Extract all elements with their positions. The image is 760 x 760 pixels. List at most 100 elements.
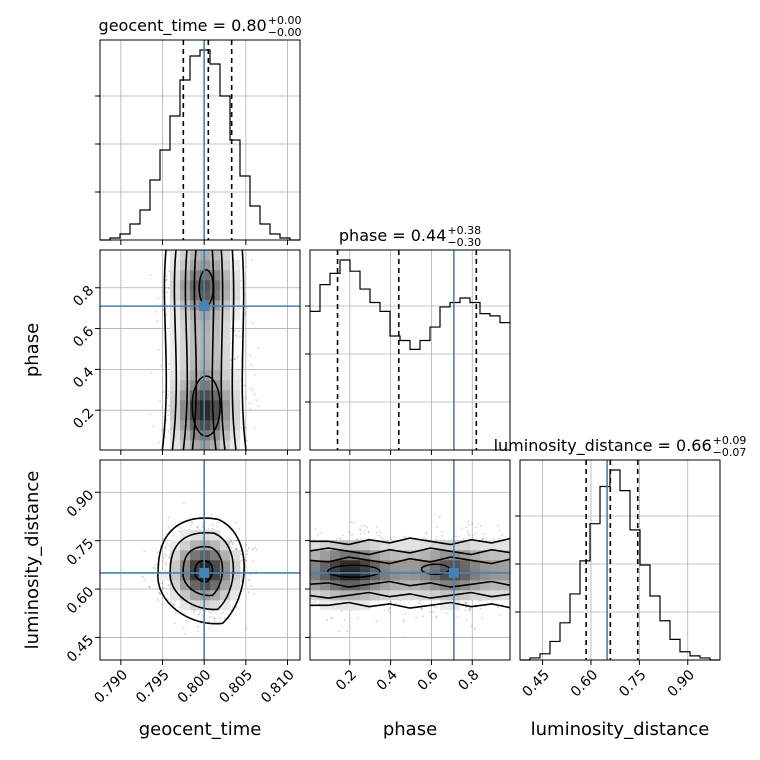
sample-point bbox=[347, 531, 350, 533]
sample-point bbox=[380, 536, 383, 539]
density-cell bbox=[170, 350, 181, 361]
density-cell bbox=[190, 390, 201, 401]
sample-point bbox=[171, 452, 173, 454]
sample-point bbox=[240, 574, 243, 577]
sample-point bbox=[482, 538, 484, 540]
sample-point bbox=[251, 389, 254, 391]
sample-point bbox=[251, 322, 254, 324]
sample-point bbox=[359, 528, 361, 531]
sample-point bbox=[247, 591, 250, 594]
sample-point bbox=[234, 358, 237, 361]
sample-point bbox=[425, 532, 428, 535]
sample-point bbox=[496, 606, 499, 609]
sample-point bbox=[178, 606, 181, 608]
density-cell bbox=[200, 340, 211, 351]
density-cell bbox=[220, 570, 231, 581]
sample-point bbox=[393, 536, 396, 538]
density-cell bbox=[180, 340, 191, 351]
sample-point bbox=[330, 616, 333, 619]
sample-point bbox=[364, 525, 366, 527]
density-cell bbox=[190, 580, 201, 591]
axes-frame bbox=[309, 249, 511, 451]
sample-point bbox=[377, 534, 380, 537]
sample-point bbox=[167, 429, 170, 432]
density-cell bbox=[170, 550, 181, 561]
sample-point bbox=[197, 524, 200, 527]
density-cell bbox=[210, 260, 221, 271]
sample-point bbox=[208, 627, 211, 629]
density-cell bbox=[190, 440, 201, 450]
density-cell bbox=[210, 550, 221, 561]
truth-marker bbox=[199, 301, 210, 312]
sample-point bbox=[246, 550, 249, 552]
sample-point bbox=[249, 387, 252, 390]
sample-point bbox=[389, 607, 391, 610]
density-cell bbox=[190, 370, 201, 381]
density-cell bbox=[180, 250, 191, 261]
sample-point bbox=[419, 602, 422, 605]
contour-level-3 bbox=[194, 559, 214, 583]
density-cell bbox=[230, 570, 241, 581]
density-cell bbox=[210, 340, 221, 351]
sample-point bbox=[479, 607, 482, 610]
sample-point bbox=[216, 525, 219, 528]
sample-point bbox=[157, 551, 159, 554]
sample-point bbox=[162, 560, 165, 563]
sample-point bbox=[388, 611, 390, 614]
sample-point bbox=[166, 592, 169, 595]
sample-point bbox=[165, 555, 167, 557]
sample-point bbox=[473, 627, 476, 630]
sample-point bbox=[363, 529, 366, 531]
axes-frame bbox=[99, 459, 301, 661]
density-cell bbox=[200, 550, 211, 561]
density-cell bbox=[210, 410, 221, 421]
sample-point bbox=[255, 548, 258, 551]
panel-0-0 bbox=[95, 39, 301, 245]
density-cell bbox=[180, 260, 191, 271]
density-cell bbox=[180, 360, 191, 371]
density-cell bbox=[220, 410, 231, 421]
sample-point bbox=[210, 527, 213, 530]
density-cell bbox=[180, 370, 191, 381]
sample-point bbox=[251, 259, 254, 262]
density-cell bbox=[210, 360, 221, 371]
density-cell bbox=[180, 400, 191, 411]
sample-point bbox=[206, 247, 208, 249]
sample-point bbox=[233, 357, 236, 360]
sample-point bbox=[314, 600, 316, 603]
sample-point bbox=[475, 526, 478, 528]
sample-point bbox=[314, 528, 316, 530]
sample-point bbox=[497, 524, 499, 527]
density-cell bbox=[210, 540, 221, 551]
density-cell bbox=[180, 600, 191, 611]
sample-point bbox=[249, 584, 252, 587]
sample-point bbox=[471, 523, 473, 525]
sample-point bbox=[180, 527, 182, 529]
sample-point bbox=[421, 615, 424, 618]
density-cell bbox=[180, 540, 191, 551]
sample-point bbox=[249, 573, 252, 576]
sample-point bbox=[485, 537, 487, 540]
sample-point bbox=[303, 553, 305, 555]
sample-point bbox=[244, 543, 247, 546]
density-cell bbox=[200, 390, 211, 401]
sample-point bbox=[158, 349, 160, 352]
density-cell bbox=[160, 570, 171, 581]
sample-point bbox=[211, 524, 214, 527]
sample-point bbox=[467, 520, 469, 523]
sample-point bbox=[167, 393, 169, 396]
density-cell bbox=[210, 380, 221, 391]
sample-point bbox=[161, 405, 164, 408]
density-cell bbox=[210, 290, 221, 301]
density-cell bbox=[220, 360, 231, 371]
density-cell bbox=[180, 550, 191, 561]
density-cell bbox=[170, 390, 181, 401]
density-cell bbox=[190, 550, 201, 561]
sample-point bbox=[173, 622, 176, 624]
sample-point bbox=[481, 616, 483, 619]
density-cell bbox=[220, 310, 231, 321]
sample-point bbox=[470, 625, 473, 627]
density-cell bbox=[180, 580, 191, 591]
density-cell bbox=[200, 600, 211, 611]
sample-point bbox=[167, 414, 170, 416]
